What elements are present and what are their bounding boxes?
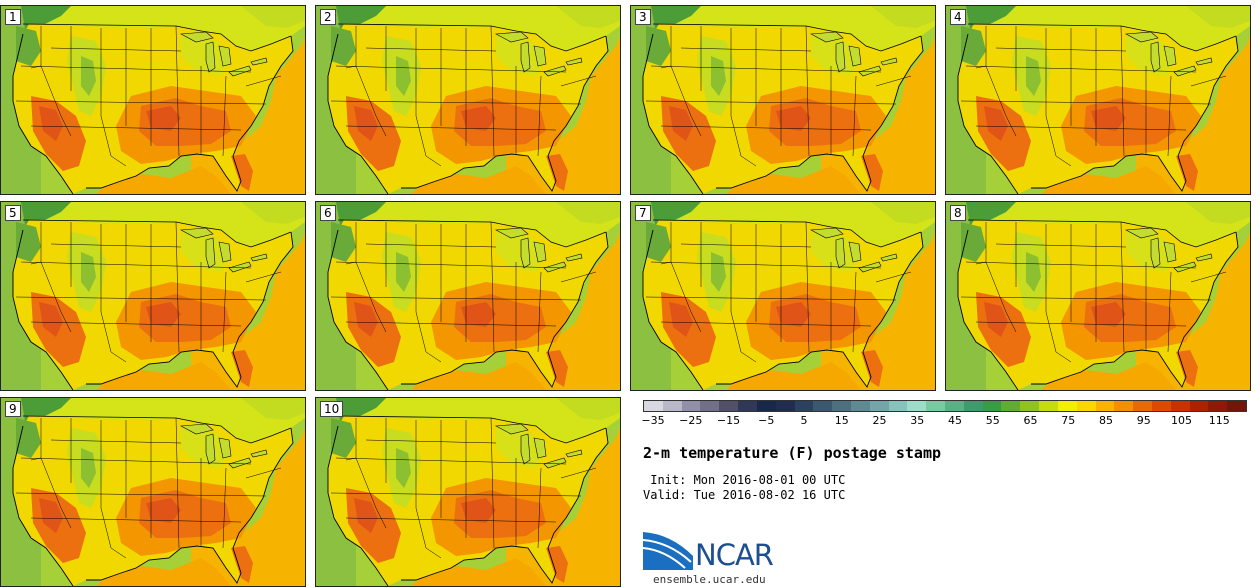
colorbar-swatch-30 xyxy=(1208,401,1228,411)
colorbar-tick-label: 45 xyxy=(948,414,962,427)
colorbar-swatch-12 xyxy=(869,401,889,411)
ncar-logo-icon xyxy=(643,532,693,570)
colorbar-swatch-11 xyxy=(850,401,870,411)
member-label: 6 xyxy=(320,205,336,221)
colorbar-swatch-14 xyxy=(907,401,927,411)
member-label: 2 xyxy=(320,9,336,25)
temperature-map-7 xyxy=(631,202,935,390)
temperature-map-4 xyxy=(946,6,1250,194)
colorbar-swatch-5 xyxy=(738,401,757,411)
temperature-map-5 xyxy=(1,202,305,390)
colorbar-tick-label: 75 xyxy=(1061,414,1076,427)
colorbar-swatch-25 xyxy=(1114,401,1134,411)
ncar-logo-text: NCAR xyxy=(695,538,774,572)
colorbar-swatch-17 xyxy=(963,401,983,411)
ensemble-member-panel-2: 2 xyxy=(315,5,621,195)
temperature-map-8 xyxy=(946,202,1250,390)
colorbar-tick-label: 105 xyxy=(1171,414,1192,427)
colorbar-swatch-26 xyxy=(1133,401,1152,411)
colorbar-swatch-16 xyxy=(945,401,964,411)
colorbar-swatch-28 xyxy=(1170,401,1190,411)
colorbar-swatch-0 xyxy=(644,401,663,411)
colorbar-tick-label: 95 xyxy=(1136,414,1151,427)
init-time: Init: Mon 2016-08-01 00 UTC xyxy=(643,473,846,487)
ensemble-member-panel-4: 4 xyxy=(945,5,1251,195)
temperature-colorbar xyxy=(643,400,1247,412)
colorbar-swatch-15 xyxy=(926,401,945,411)
member-label: 10 xyxy=(320,401,344,417)
ensemble-member-panel-10: 10 xyxy=(315,397,621,587)
colorbar-tick-label: −15 xyxy=(716,414,741,427)
colorbar-tick-label: 25 xyxy=(872,414,887,427)
colorbar-tick-label: −35 xyxy=(641,414,665,427)
colorbar-tick-label: 35 xyxy=(910,414,925,427)
figure-title: 2-m temperature (F) postage stamp xyxy=(643,444,942,462)
member-label: 8 xyxy=(950,205,966,221)
colorbar-tick-label: 65 xyxy=(1023,414,1038,427)
colorbar-tick-label: 15 xyxy=(834,414,849,427)
member-label: 9 xyxy=(5,401,21,417)
temperature-map-9 xyxy=(1,398,305,586)
member-label: 4 xyxy=(950,9,966,25)
colorbar-tick-labels: −35 −25 −15 −5 5 15 25 35 45 55 65 75 85 95 105 115 xyxy=(641,414,1247,430)
colorbar-swatch-10 xyxy=(832,401,851,411)
temperature-map-2 xyxy=(316,6,620,194)
ensemble-url: ensemble.ucar.edu xyxy=(653,573,766,586)
temperature-map-10 xyxy=(316,398,620,586)
colorbar-swatch-29 xyxy=(1189,401,1209,411)
colorbar-swatch-8 xyxy=(794,401,814,411)
colorbar-tick-label: 85 xyxy=(1099,414,1113,427)
temperature-map-6 xyxy=(316,202,620,390)
colorbar-swatch-20 xyxy=(1020,401,1040,411)
colorbar-tick-label: 55 xyxy=(985,414,1000,427)
member-label: 1 xyxy=(5,9,21,25)
member-label: 7 xyxy=(635,205,651,221)
colorbar-swatch-23 xyxy=(1076,401,1096,411)
ensemble-member-panel-6: 6 xyxy=(315,201,621,391)
valid-time: Valid: Tue 2016-08-02 16 UTC xyxy=(643,488,846,502)
colorbar-swatch-24 xyxy=(1095,401,1115,411)
colorbar-swatch-27 xyxy=(1151,401,1171,411)
colorbar-swatch-9 xyxy=(813,401,833,411)
ensemble-member-panel-7: 7 xyxy=(630,201,936,391)
member-label: 3 xyxy=(635,9,651,25)
colorbar-swatch-1 xyxy=(662,401,682,411)
ensemble-member-panel-1: 1 xyxy=(0,5,306,195)
colorbar-swatch-22 xyxy=(1057,401,1077,411)
ensemble-member-panel-8: 8 xyxy=(945,201,1251,391)
temperature-map-3 xyxy=(631,6,935,194)
colorbar-swatch-19 xyxy=(1001,401,1021,411)
colorbar-swatch-3 xyxy=(700,401,720,411)
colorbar-swatch-13 xyxy=(888,401,908,411)
colorbar-swatch-6 xyxy=(756,401,776,411)
ensemble-member-panel-5: 5 xyxy=(0,201,306,391)
member-label: 5 xyxy=(5,205,21,221)
temperature-map-1 xyxy=(1,6,305,194)
colorbar-swatch-7 xyxy=(775,401,795,411)
colorbar-swatch-31 xyxy=(1227,401,1246,411)
ensemble-member-panel-9: 9 xyxy=(0,397,306,587)
colorbar-swatch-2 xyxy=(681,401,701,411)
colorbar-tick-label: 115 xyxy=(1208,414,1230,427)
colorbar-swatch-21 xyxy=(1039,401,1058,411)
colorbar-tick-label: −25 xyxy=(679,414,703,427)
colorbar-tick-label: 5 xyxy=(800,414,808,427)
colorbar-swatch-18 xyxy=(982,401,1002,411)
ensemble-member-panel-3: 3 xyxy=(630,5,936,195)
colorbar-tick-label: −5 xyxy=(758,414,775,427)
colorbar-swatch-4 xyxy=(719,401,739,411)
